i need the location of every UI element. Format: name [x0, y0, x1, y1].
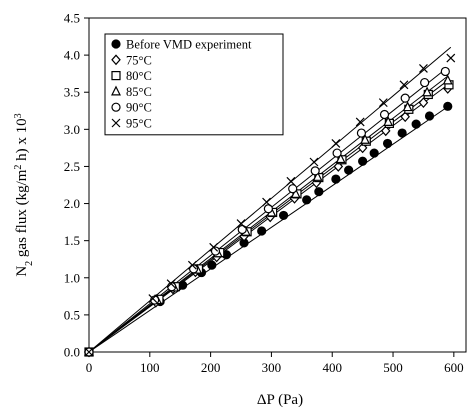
data-point: [84, 347, 94, 357]
data-point: [402, 101, 413, 112]
legend-marker: [111, 85, 121, 96]
data-point: [446, 53, 456, 63]
data-point: [442, 74, 453, 85]
x-tick-label: 400: [322, 360, 342, 375]
y-tick-label: 0.0: [64, 345, 80, 360]
data-point: [399, 80, 409, 90]
data-point: [312, 170, 323, 181]
data-point: [424, 111, 435, 121]
data-point: [188, 264, 199, 274]
data-point: [286, 176, 296, 186]
data-point: [379, 109, 390, 120]
y-tick-label: 3.0: [64, 122, 80, 137]
data-point: [309, 157, 319, 167]
data-point: [360, 133, 371, 144]
data-point: [397, 128, 407, 138]
data-point: [207, 260, 217, 270]
data-point: [380, 125, 391, 137]
data-point: [210, 246, 221, 256]
legend-box: [104, 33, 284, 136]
data-point: [422, 86, 433, 97]
data-point: [332, 148, 342, 158]
data-point: [236, 219, 246, 229]
data-point: [440, 66, 450, 77]
x-tick-label: 200: [201, 360, 221, 375]
legend-marker: [111, 118, 121, 128]
x-tick-label: 600: [444, 360, 464, 375]
data-point: [400, 93, 410, 103]
data-point: [166, 279, 176, 289]
y-tick-label: 2.5: [64, 159, 80, 174]
x-tick-label: 0: [86, 360, 93, 375]
data-point: [378, 98, 388, 108]
x-tick-label: 300: [262, 360, 282, 375]
data-point: [209, 242, 219, 252]
data-point: [419, 64, 428, 73]
data-point: [411, 119, 421, 129]
y-tick-label: 4.0: [64, 48, 80, 63]
y-tick-label: 1.0: [64, 270, 80, 285]
data-point: [262, 197, 271, 207]
axes: 0 100 200 300 400 500 600 0.0 0.5 1.0 1.5 2.0 2.5 3.0…: [64, 11, 467, 375]
plot-area-frame: [88, 17, 467, 353]
data-point: [383, 116, 394, 127]
legend-marker: [111, 39, 121, 49]
x-axis-label: ΔP (Pa): [257, 392, 303, 408]
data-point: [420, 77, 430, 88]
data-point: [310, 166, 320, 176]
legend-label: 80°C: [126, 69, 152, 83]
y-tick-label: 2.0: [64, 196, 80, 211]
data-point: [331, 174, 341, 184]
data-point: [355, 117, 365, 127]
data-point: [314, 187, 324, 197]
data-point: [187, 260, 197, 270]
legend-label: 90°C: [126, 101, 152, 115]
legend-label: Before VMD experiment: [126, 38, 252, 52]
y-axis-label: N2 gas flux (kg/m2 h) x 103: [13, 113, 35, 276]
x-tick-label: 100: [140, 360, 160, 375]
data-point: [257, 226, 267, 236]
data-point: [418, 97, 429, 109]
data-point: [278, 210, 289, 221]
data-point: [382, 138, 393, 149]
data-point: [148, 294, 158, 303]
data-point: [237, 224, 247, 235]
data-point: [443, 101, 453, 111]
data-point: [356, 128, 367, 138]
x-tick-label: 500: [383, 360, 403, 375]
legend-label: 95°C: [126, 117, 152, 131]
trend-line: [88, 106, 449, 353]
y-tick-label: 0.5: [64, 307, 80, 322]
data-point: [335, 153, 346, 164]
legend-marker: [111, 102, 121, 112]
y-tick-label: 1.5: [64, 233, 80, 248]
legend-label: 85°C: [126, 85, 152, 99]
data-point: [400, 111, 410, 123]
data-point: [331, 139, 341, 148]
y-tick-label: 4.5: [64, 11, 80, 26]
data-points: [84, 53, 456, 358]
data-point: [288, 184, 298, 194]
legend-marker: [111, 70, 121, 81]
legend-label: 75°C: [126, 53, 152, 67]
data-point: [369, 148, 379, 158]
trend-line: [88, 46, 452, 353]
legend-marker: [111, 54, 121, 66]
y-tick-label: 3.5: [64, 85, 80, 100]
data-point: [358, 156, 368, 166]
data-point: [344, 165, 354, 175]
data-point: [302, 195, 312, 205]
data-point: [263, 204, 273, 214]
data-point: [290, 188, 301, 199]
